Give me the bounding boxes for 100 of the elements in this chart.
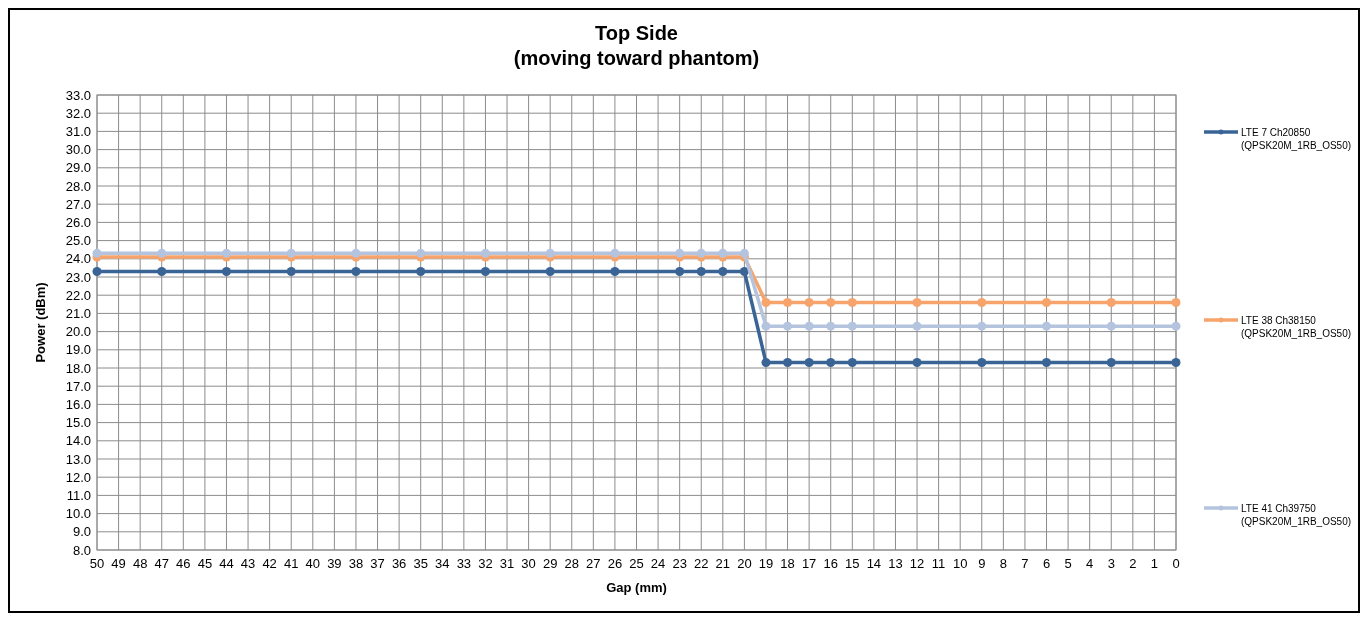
point	[977, 321, 987, 331]
x-tick-label: 23	[672, 556, 687, 571]
point	[1171, 297, 1181, 307]
x-tick-label: 6	[1042, 556, 1051, 571]
point	[826, 321, 836, 331]
y-axis-title: Power (dBm)	[33, 282, 48, 363]
y-tick-label: 29.0	[65, 160, 91, 176]
point	[675, 248, 685, 258]
point	[221, 248, 231, 258]
legend-label: LTE 38 Ch38150 (QPSK20M_1RB_OS50)	[1241, 314, 1352, 339]
x-tick-label: 31	[499, 556, 515, 571]
x-tick-label: 21	[715, 556, 731, 571]
x-tick-label: 9	[978, 556, 986, 571]
y-tick-label: 21.0	[65, 305, 91, 321]
y-tick-label: 8.0	[72, 542, 91, 558]
y-tick-label: 26.0	[65, 214, 91, 230]
x-tick-label: 41	[283, 556, 299, 571]
x-tick-label: 33	[456, 556, 472, 571]
x-tick-label: 36	[391, 556, 407, 571]
x-tick-label: 5	[1064, 556, 1072, 571]
x-tick-label: 22	[694, 556, 709, 571]
point	[761, 297, 771, 307]
x-tick-label: 19	[758, 556, 774, 571]
point	[912, 358, 922, 368]
x-tick-label: 30	[521, 556, 536, 571]
x-tick-label: 29	[542, 556, 558, 571]
x-tick-label: 3	[1107, 556, 1115, 571]
y-tick-label: 18.0	[65, 360, 91, 376]
point	[610, 248, 620, 258]
point	[718, 267, 728, 277]
point	[977, 358, 987, 368]
point	[480, 248, 490, 258]
point	[696, 267, 706, 277]
point	[1171, 321, 1181, 331]
x-tick-label: 40	[305, 556, 321, 571]
point	[783, 297, 793, 307]
point	[1171, 358, 1181, 368]
point	[286, 248, 296, 258]
point	[416, 248, 426, 258]
x-tick-label: 28	[564, 556, 579, 571]
y-tick-label: 23.0	[65, 269, 91, 285]
point	[761, 358, 771, 368]
x-tick-label: 26	[607, 556, 623, 571]
x-tick-label: 15	[845, 556, 860, 571]
x-tick-label: 10	[952, 556, 968, 571]
point	[739, 267, 749, 277]
x-tick-label: 25	[629, 556, 644, 571]
y-tick-label: 19.0	[65, 342, 91, 358]
x-tick-label: 39	[327, 556, 342, 571]
x-tick-label: 2	[1129, 556, 1137, 571]
legend-label: LTE 41 Ch39750 (QPSK20M_1RB_OS50)	[1241, 502, 1352, 527]
point	[804, 358, 814, 368]
x-tick-label: 45	[197, 556, 213, 571]
point	[351, 267, 361, 277]
point	[92, 248, 102, 258]
y-tick-label: 27.0	[65, 196, 91, 212]
y-tick-label: 16.0	[65, 396, 91, 412]
x-tick-label: 37	[370, 556, 385, 571]
x-tick-label: 47	[154, 556, 169, 571]
y-tick-label: 24.0	[65, 251, 91, 267]
point	[912, 297, 922, 307]
y-tick-label: 28.0	[65, 178, 91, 194]
point	[1042, 297, 1052, 307]
point	[157, 267, 167, 277]
x-tick-label: 16	[823, 556, 838, 571]
x-tick-label: 4	[1086, 556, 1094, 571]
point	[286, 267, 296, 277]
point	[480, 267, 490, 277]
x-tick-label: 34	[435, 556, 450, 571]
point	[696, 248, 706, 258]
x-tick-label: 44	[219, 556, 234, 571]
y-tick-label: 17.0	[65, 378, 91, 394]
y-tick-label: 14.0	[65, 433, 91, 449]
x-axis-title: Gap (mm)	[606, 580, 667, 595]
y-tick-label: 25.0	[65, 233, 91, 249]
x-tick-label: 17	[801, 556, 817, 571]
x-tick-label: 43	[240, 556, 256, 571]
x-tick-label: 14	[866, 556, 882, 571]
y-tick-label: 33.0	[65, 87, 91, 103]
x-tick-label: 12	[909, 556, 925, 571]
point	[804, 297, 814, 307]
point	[826, 297, 836, 307]
point	[675, 267, 685, 277]
x-tick-label: 35	[413, 556, 428, 571]
x-tick-label: 1	[1150, 556, 1159, 571]
y-tick-label: 31.0	[65, 123, 91, 139]
point	[351, 248, 361, 258]
y-tick-label: 30.0	[65, 142, 91, 158]
point	[847, 297, 857, 307]
chart-subtitle: (moving toward phantom)	[513, 47, 760, 69]
point	[847, 321, 857, 331]
point	[1042, 321, 1052, 331]
x-tick-label: 13	[888, 556, 903, 571]
point	[157, 248, 167, 258]
point	[826, 358, 836, 368]
point	[92, 267, 102, 277]
point	[221, 267, 231, 277]
x-tick-label: 18	[780, 556, 795, 571]
x-tick-label: 8	[999, 556, 1007, 571]
x-tick-label: 48	[132, 556, 148, 571]
